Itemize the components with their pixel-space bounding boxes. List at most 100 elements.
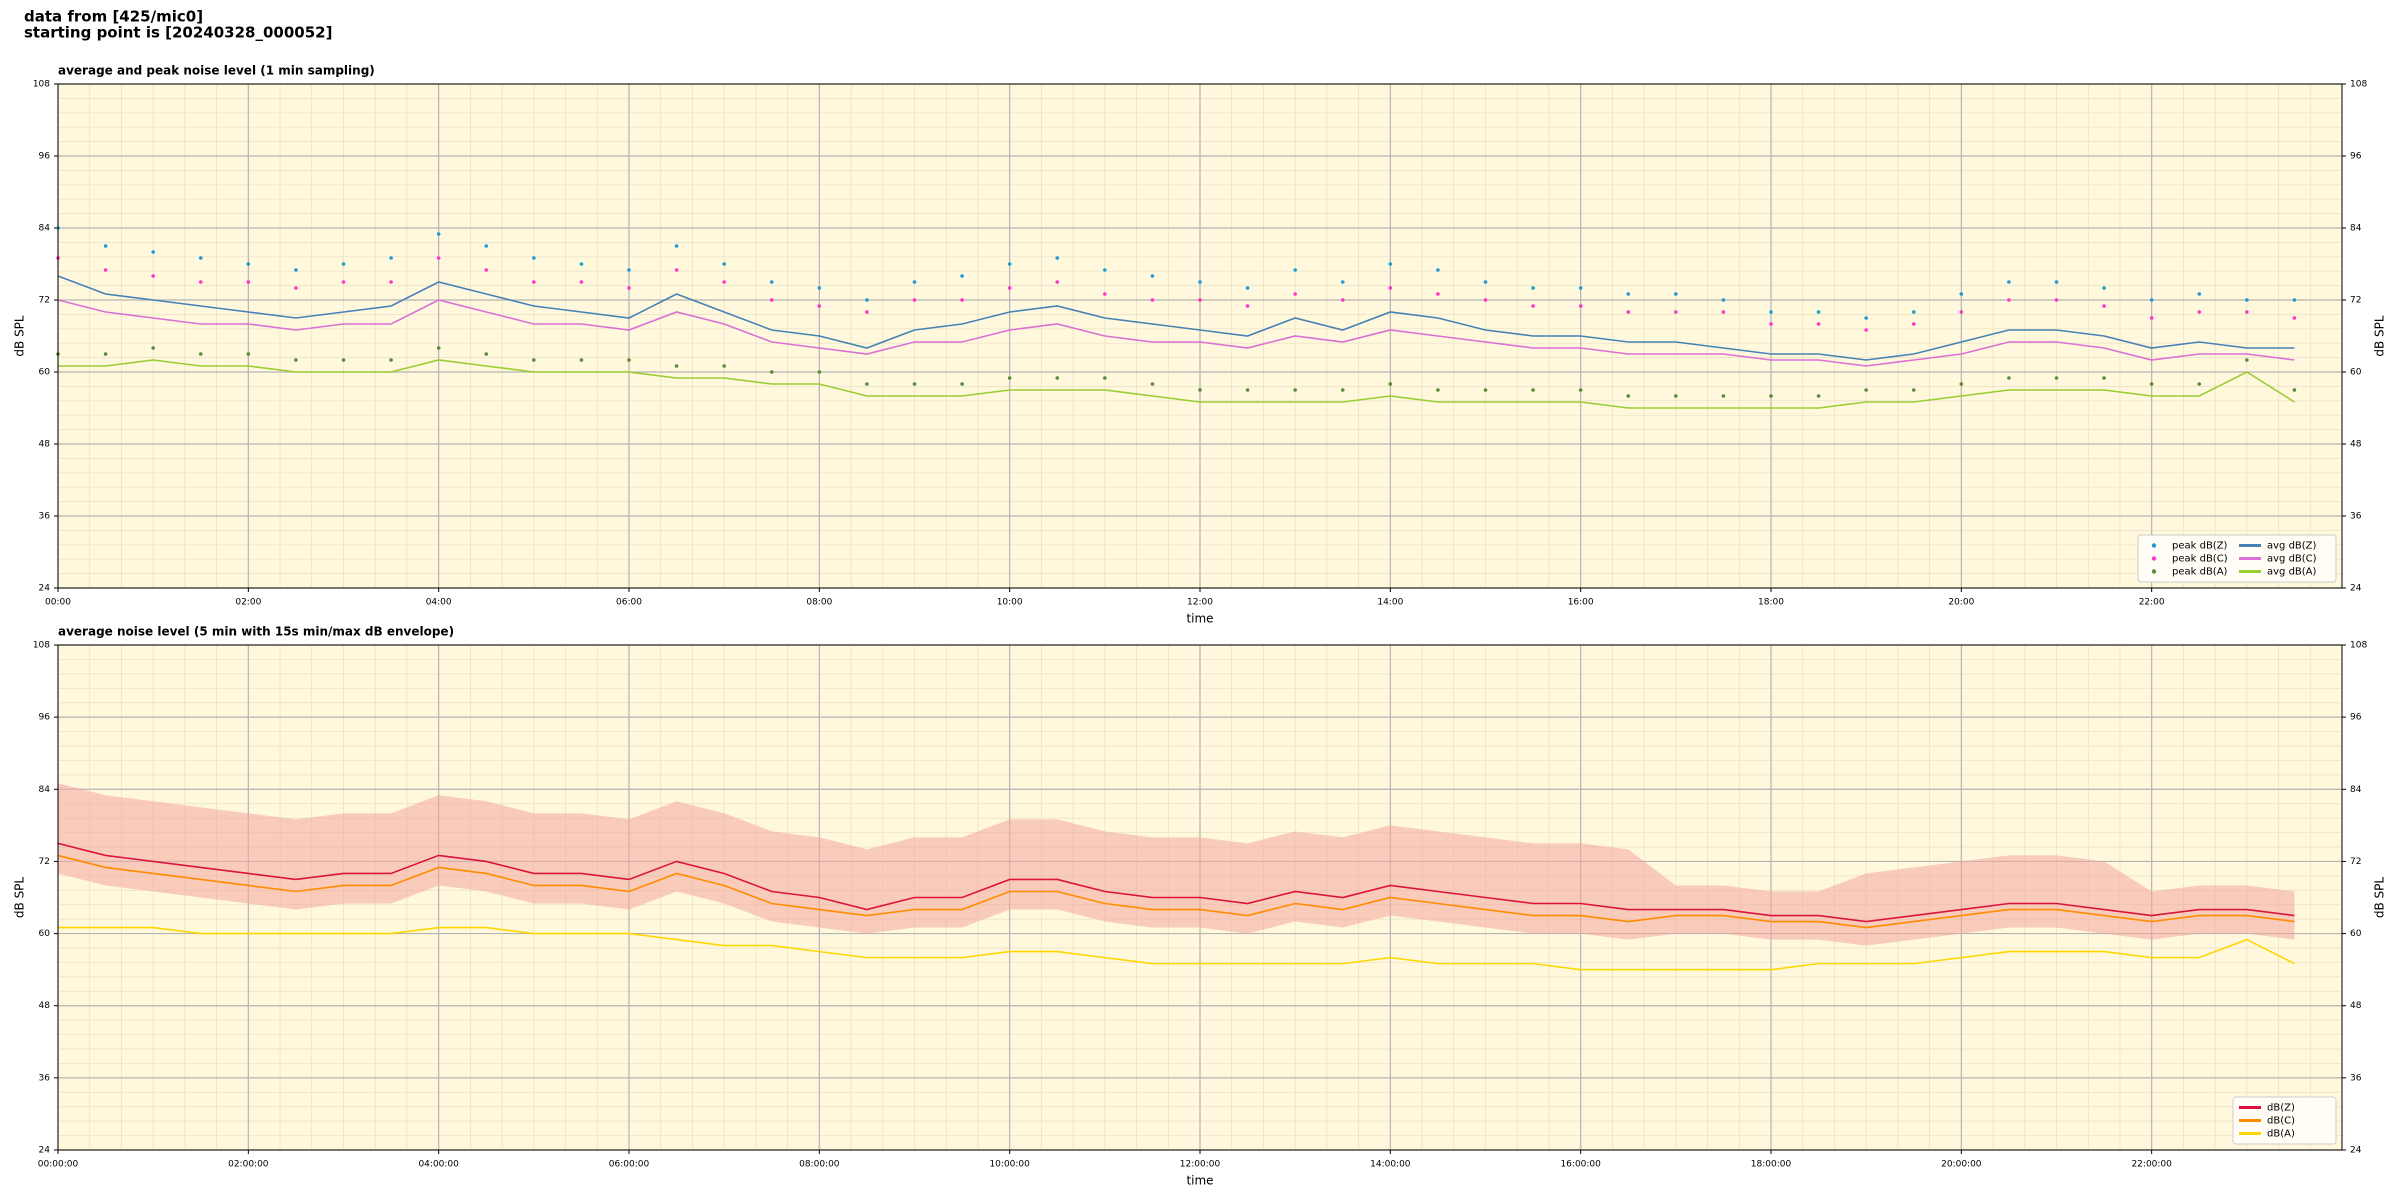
peak-point: [1436, 388, 1440, 392]
legend-marker: [2151, 556, 2157, 561]
y-tick-label: 36: [39, 1073, 51, 1083]
x-tick-label: 08:00: [806, 598, 832, 608]
x-tick-label: 22:00:00: [2131, 1160, 2172, 1170]
peak-point: [1340, 280, 1345, 284]
peak-point: [722, 280, 726, 284]
peak-point: [1150, 298, 1155, 302]
legend-label: avg dB(A): [2267, 567, 2317, 578]
peak-point: [1103, 292, 1107, 296]
peak-point: [2054, 280, 2059, 284]
peak-point: [1007, 286, 1012, 290]
peak-point: [1245, 304, 1250, 308]
x-axis-label: time: [1186, 612, 1213, 626]
peak-point: [1578, 286, 1583, 290]
peak-point: [1864, 328, 1868, 332]
y-tick-label: 36: [39, 512, 51, 522]
y-tick-label: 108: [2350, 641, 2367, 651]
series-line: [58, 926, 2295, 971]
peak-point: [2102, 376, 2106, 380]
peak-point: [674, 268, 679, 272]
peak-point: [2245, 310, 2249, 314]
y-tick-label: 36: [2350, 512, 2362, 522]
plot-frame: [57, 644, 2343, 1151]
peak-point: [389, 280, 393, 284]
peak-point: [246, 262, 251, 266]
peak-point: [1150, 274, 1155, 278]
peak-point: [627, 286, 631, 290]
y-tick-label: 48: [2350, 1001, 2362, 1011]
peak-point: [389, 358, 393, 362]
peak-point: [1198, 298, 1202, 302]
x-tick-label: 10:00:00: [989, 1160, 1030, 1170]
peak-point: [579, 262, 584, 266]
peak-point: [769, 280, 774, 284]
y-axis-label: dB SPL: [2373, 315, 2387, 357]
peak-point: [246, 280, 251, 284]
series-line: [57, 299, 2295, 367]
peak-point: [817, 286, 822, 290]
peak-point: [1103, 376, 1107, 380]
y-tick-label: 84: [2350, 785, 2362, 795]
peak-point: [1911, 310, 1916, 314]
chart-title: average noise level (5 min with 15s min/…: [58, 625, 454, 639]
peak-point: [1674, 394, 1678, 398]
peak-point: [294, 286, 298, 290]
peak-point: [579, 280, 584, 284]
peak-point: [722, 364, 726, 368]
peak-point: [1911, 322, 1916, 326]
x-tick-label: 10:00: [997, 598, 1023, 608]
peak-point: [1055, 280, 1060, 284]
peak-point: [1674, 292, 1678, 296]
peak-point: [960, 382, 964, 386]
peak-point: [1626, 310, 1631, 314]
peak-point: [1198, 280, 1202, 284]
peak-point: [341, 262, 346, 266]
x-tick-label: 16:00: [1568, 598, 1594, 608]
y-tick-label: 72: [39, 296, 50, 306]
peak-point: [1483, 280, 1488, 284]
y-axis-label: dB SPL: [13, 877, 27, 919]
peak-point: [1816, 394, 1821, 398]
peak-point: [1626, 394, 1631, 398]
peak-point: [1483, 298, 1488, 302]
peak-point: [1293, 268, 1297, 272]
peak-point: [1531, 286, 1535, 290]
peak-point: [1055, 376, 1060, 380]
peak-point: [674, 364, 679, 368]
y-tick-label: 60: [2350, 929, 2362, 939]
y-tick-label: 108: [33, 80, 50, 90]
peak-point: [817, 304, 822, 308]
legend-marker: [2151, 543, 2157, 548]
peak-point: [912, 382, 917, 386]
y-tick-label: 96: [2350, 152, 2362, 162]
x-tick-label: 12:00: [1187, 598, 1213, 608]
peak-point: [1388, 286, 1393, 290]
legend-label: avg dB(Z): [2267, 541, 2317, 552]
peak-point: [1578, 388, 1583, 392]
x-tick-label: 00:00: [45, 598, 71, 608]
legend-label: peak dB(Z): [2172, 541, 2228, 552]
x-tick-label: 06:00: [616, 598, 642, 608]
peak-point: [151, 250, 155, 254]
chart-title: average and peak noise level (1 min samp…: [58, 64, 375, 78]
peak-point: [722, 262, 726, 266]
peak-point: [865, 382, 869, 386]
x-tick-label: 02:00: [235, 598, 261, 608]
peak-point: [1769, 394, 1773, 398]
y-tick-label: 72: [2350, 296, 2361, 306]
peak-point: [246, 352, 251, 356]
peak-point: [2102, 286, 2106, 290]
peak-point: [627, 358, 631, 362]
plot-frame: [57, 83, 2343, 589]
peak-point: [2292, 298, 2297, 302]
legend-box: [2137, 534, 2337, 583]
peak-point: [2054, 298, 2059, 302]
peak-point: [1293, 388, 1297, 392]
peak-point: [2292, 388, 2297, 392]
peak-point: [1769, 310, 1773, 314]
peak-point: [1959, 310, 1964, 314]
x-tick-label: 18:00:00: [1751, 1160, 1792, 1170]
peak-point: [198, 280, 203, 284]
y-axis-label: dB SPL: [2373, 877, 2387, 919]
peak-point: [103, 244, 108, 248]
